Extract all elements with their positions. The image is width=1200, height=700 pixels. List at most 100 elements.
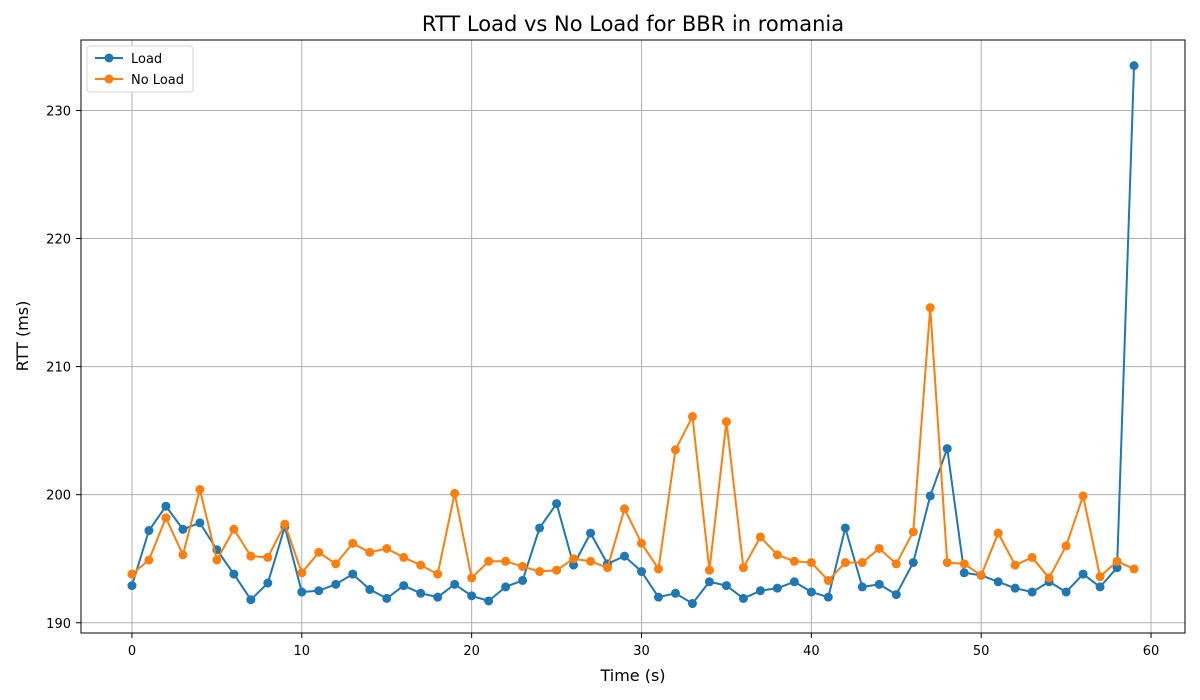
data-point-no-load [161, 513, 171, 523]
data-point-no-load [603, 563, 613, 573]
data-point-no-load [789, 556, 799, 566]
data-point-load [365, 584, 375, 594]
data-point-load [687, 599, 697, 609]
x-tick-label: 60 [1143, 644, 1160, 659]
data-point-no-load [127, 569, 137, 579]
data-point-load [908, 558, 918, 568]
legend: Load No Load [86, 45, 194, 93]
data-point-no-load [399, 552, 409, 562]
data-point-load [1061, 587, 1071, 597]
data-point-no-load [433, 569, 443, 579]
data-point-no-load [348, 538, 358, 548]
data-point-load [636, 567, 646, 577]
data-point-load [382, 593, 392, 603]
data-point-no-load [993, 528, 1003, 538]
data-point-load [874, 579, 884, 589]
data-point-load [195, 518, 205, 528]
data-point-load [314, 586, 324, 596]
data-point-load [1095, 582, 1105, 592]
data-point-no-load [1061, 541, 1071, 551]
data-point-load [331, 579, 341, 589]
data-point-no-load [687, 412, 697, 422]
data-point-no-load [263, 552, 273, 562]
x-tick-label: 10 [294, 644, 311, 659]
x-tick-label: 30 [633, 644, 650, 659]
data-point-load [229, 569, 239, 579]
data-point-load [535, 523, 545, 533]
data-point-load [127, 581, 137, 591]
data-point-load [823, 592, 833, 602]
data-point-load [891, 590, 901, 600]
data-point-load [789, 577, 799, 587]
data-point-load [297, 587, 307, 597]
data-point-no-load [891, 559, 901, 569]
data-point-load [467, 591, 477, 601]
data-point-load [433, 592, 443, 602]
data-point-no-load [823, 575, 833, 585]
series-load [127, 61, 1139, 609]
data-point-load [857, 582, 867, 592]
data-point-no-load [212, 555, 222, 565]
data-point-no-load [297, 568, 307, 578]
data-point-load [1129, 61, 1139, 71]
y-tick-label: 230 [46, 104, 71, 119]
chart-title: RTT Load vs No Load for BBR in romania [422, 12, 844, 36]
data-point-load [450, 579, 460, 589]
x-tick-label: 40 [803, 644, 820, 659]
data-point-no-load [620, 504, 630, 514]
data-point-no-load [670, 445, 680, 455]
y-axis-label: RTT (ms) [13, 301, 32, 372]
data-point-no-load [1078, 491, 1088, 501]
data-point-no-load [365, 547, 375, 557]
data-point-no-load [908, 527, 918, 537]
data-point-load [552, 499, 562, 509]
data-point-load [806, 587, 816, 597]
data-point-load [721, 581, 731, 591]
data-point-no-load [653, 564, 663, 574]
x-tick-label: 20 [463, 644, 480, 659]
data-point-no-load [484, 556, 494, 566]
data-point-no-load [1027, 552, 1037, 562]
data-point-no-load [518, 561, 528, 571]
data-point-load [1112, 563, 1122, 573]
data-point-no-load [976, 570, 986, 580]
data-point-no-load [280, 519, 290, 529]
data-point-load [501, 582, 511, 592]
data-point-load [1027, 587, 1037, 597]
data-point-load [738, 593, 748, 603]
data-point-load [569, 560, 579, 570]
data-point-load [263, 578, 273, 588]
legend-marker-no-load [104, 74, 114, 84]
data-point-no-load [840, 558, 850, 568]
data-point-no-load [450, 488, 460, 498]
data-point-load [959, 568, 969, 578]
y-tick-label: 220 [46, 233, 71, 248]
data-point-load [653, 592, 663, 602]
data-point-load [772, 583, 782, 593]
plot-frame [80, 39, 1186, 634]
data-point-load [942, 444, 952, 454]
data-point-load [399, 581, 409, 591]
x-axis-label: Time (s) [599, 666, 665, 685]
data-point-no-load [942, 558, 952, 568]
data-point-no-load [569, 554, 579, 564]
legend-label-no-load: No Load [131, 73, 184, 88]
data-point-load [348, 569, 358, 579]
y-tick-label: 190 [46, 617, 71, 632]
data-point-load [416, 588, 426, 598]
data-point-load [518, 575, 528, 585]
data-point-load [586, 528, 596, 538]
legend-label-load: Load [131, 52, 162, 67]
data-point-no-load [857, 558, 867, 568]
data-point-load [1078, 569, 1088, 579]
data-point-load [704, 577, 714, 587]
x-tick-label: 0 [128, 644, 136, 659]
data-point-no-load [501, 556, 511, 566]
data-point-load [993, 577, 1003, 587]
data-point-no-load [755, 532, 765, 542]
data-point-no-load [1112, 556, 1122, 566]
data-point-no-load [1010, 560, 1020, 570]
data-point-load [840, 523, 850, 533]
